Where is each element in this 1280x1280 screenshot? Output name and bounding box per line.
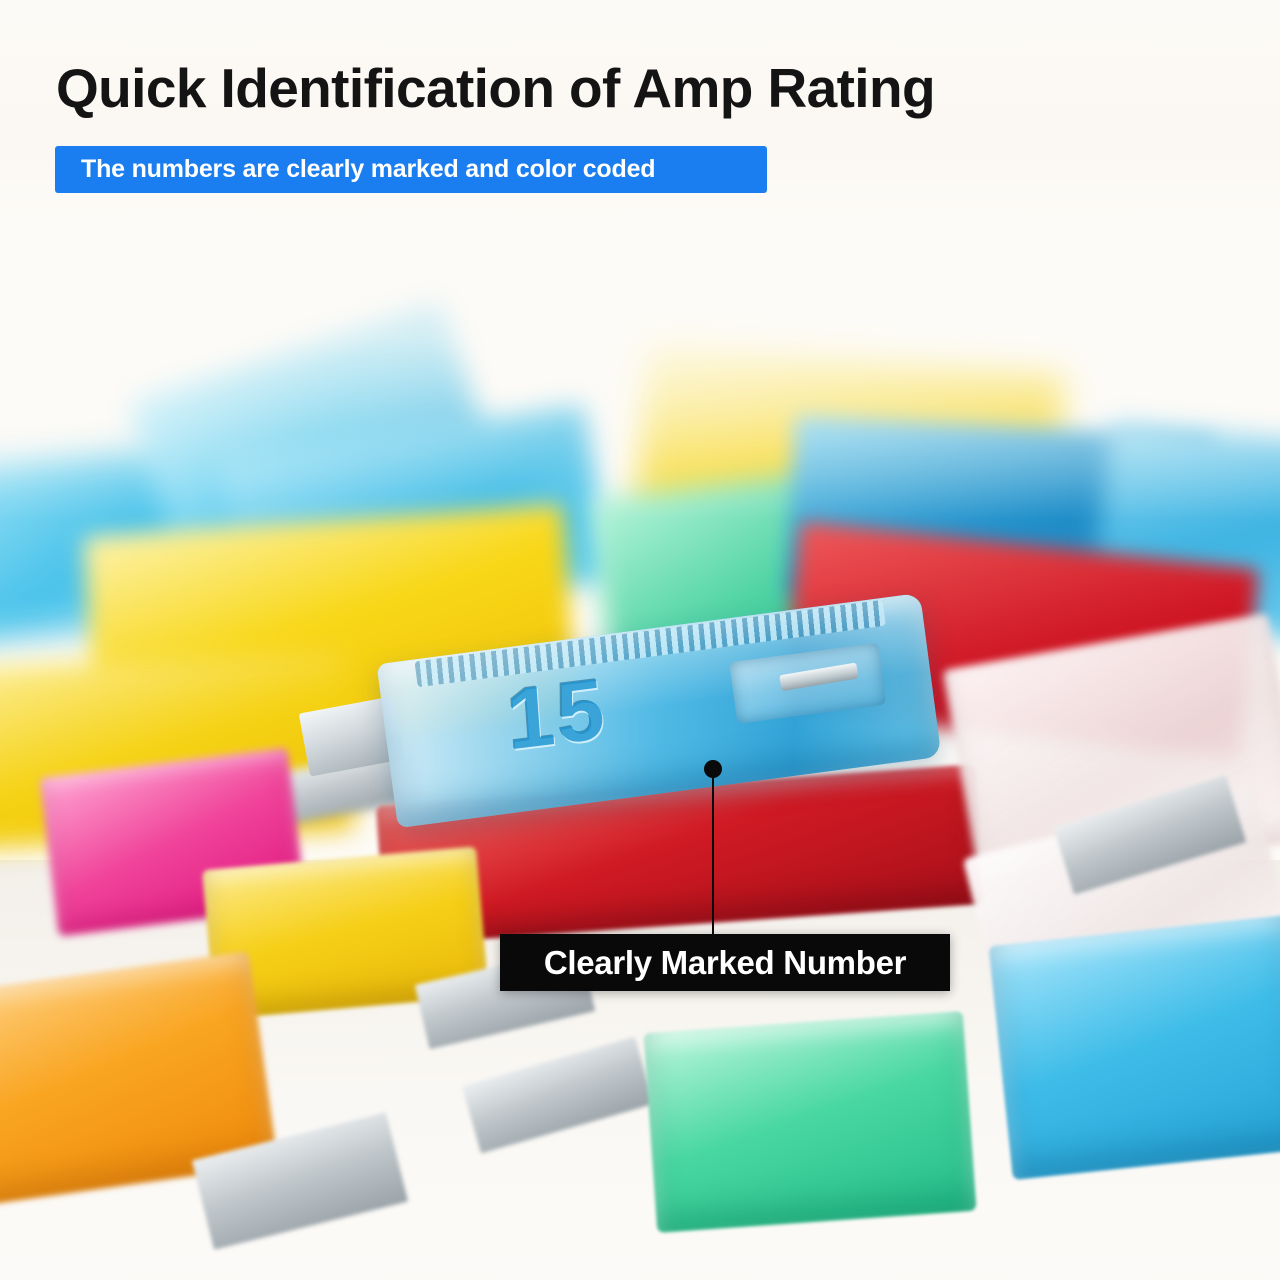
callout-label-text: Clearly Marked Number xyxy=(543,943,907,981)
subtitle-badge: The numbers are clearly marked and color… xyxy=(55,146,767,193)
header-block: Quick Identification of Amp Rating The n… xyxy=(0,0,1280,215)
fuse-green-front xyxy=(643,1011,977,1233)
photo-top-fade xyxy=(0,190,1280,520)
callout-pointer-dot xyxy=(704,760,722,778)
callout-label-box: Clearly Marked Number xyxy=(500,934,950,991)
page-title: Quick Identification of Amp Rating xyxy=(56,57,936,119)
subtitle-text: The numbers are clearly marked and color… xyxy=(81,155,656,183)
callout-pointer-line xyxy=(712,770,714,938)
focus-fuse-amp-number: 15 xyxy=(503,660,610,769)
fuse-blue-front-right xyxy=(988,914,1280,1181)
